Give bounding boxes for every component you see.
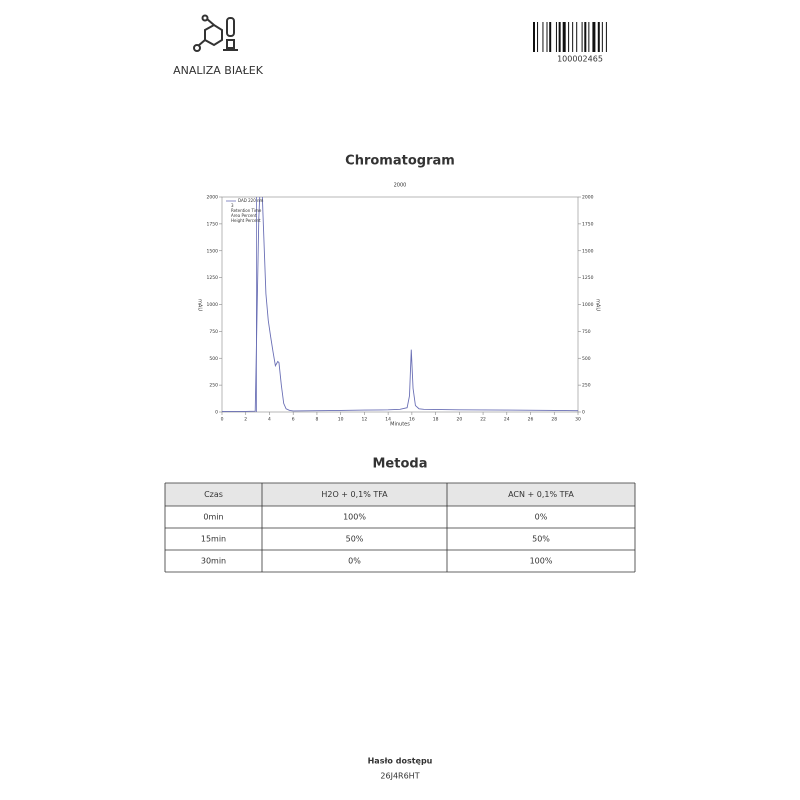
- barcode-bar: [542, 22, 544, 52]
- method-table: Czas H2O + 0,1% TFA ACN + 0,1% TFA 0min 100%…: [164, 482, 636, 573]
- y-axis-label: mAU: [197, 299, 203, 311]
- chart-title: Chromatogram: [345, 154, 455, 169]
- brand: ANALIZA BIAŁEK: [173, 64, 264, 77]
- x-axis-label: Minutes: [390, 422, 410, 428]
- x-tick-label: 24: [504, 417, 510, 423]
- table-cell: 100%: [530, 557, 553, 566]
- x-tick-label: 10: [338, 417, 344, 423]
- barcode-bar: [533, 22, 535, 52]
- y-tick-label: 2000: [207, 195, 219, 201]
- barcode-bar: [584, 22, 587, 52]
- footer-label: Hasło dostępu: [368, 757, 433, 766]
- barcode-bar: [592, 22, 596, 52]
- plot-frame: [221, 196, 579, 413]
- y-tick-label: 1750: [207, 221, 219, 227]
- y2-tick-label: 250: [582, 383, 591, 389]
- barcode-bar: [555, 22, 557, 52]
- x-tick-label: 16: [409, 417, 415, 423]
- y2-tick-label: 1000: [582, 302, 594, 308]
- x-tick-label: 18: [433, 417, 439, 423]
- table-cell: 50%: [532, 535, 550, 544]
- table-cell: 0%: [348, 557, 361, 566]
- barcode-bar: [572, 22, 574, 52]
- x-tick-label: 14: [385, 417, 391, 423]
- y-tick-label: 500: [209, 356, 218, 362]
- table-cell: Czas: [204, 490, 223, 499]
- y-tick-label: 1250: [207, 275, 219, 281]
- y-tick-label: 1500: [207, 248, 219, 254]
- legend-text: 3: [231, 203, 234, 208]
- legend-text: Area Percent: [231, 213, 257, 218]
- x-tick-label: 4: [268, 417, 271, 423]
- y-tick-label: 0: [215, 410, 218, 416]
- barcode-bar: [558, 22, 561, 52]
- legend-text: Height Percent: [231, 218, 261, 223]
- y2-axis-label: mAU: [595, 299, 601, 311]
- barcode-bar: [562, 22, 566, 52]
- x-tick-label: 6: [292, 417, 295, 423]
- footer-code: 26J4R6HT: [380, 772, 419, 781]
- barcode-bar: [568, 22, 570, 52]
- x-tick-label: 28: [551, 417, 557, 423]
- trace: [222, 197, 578, 412]
- chart-subtitle: 2000: [394, 183, 407, 189]
- legend-text: DAD 220 nm: [238, 198, 264, 203]
- table-cell: 0%: [535, 513, 548, 522]
- logo-icon: [193, 14, 238, 52]
- table-cell: 50%: [346, 535, 364, 544]
- barcode-bar: [588, 22, 590, 52]
- y-tick-label: 1000: [207, 302, 219, 308]
- y-tick-label: 750: [209, 329, 218, 335]
- y2-tick-label: 2000: [582, 195, 594, 201]
- x-tick-label: 0: [221, 417, 224, 423]
- y2-tick-label: 750: [582, 329, 591, 335]
- barcode-bar: [537, 22, 539, 52]
- barcode-bar: [597, 22, 600, 52]
- barcode-number: 100002465: [557, 55, 603, 64]
- table-header-bg: [165, 483, 635, 506]
- table-cell: 15min: [201, 535, 226, 544]
- barcode: [533, 22, 607, 52]
- y-tick-label: 250: [209, 383, 218, 389]
- table-cell: 0min: [203, 513, 223, 522]
- x-tick-label: 2: [244, 417, 247, 423]
- barcode-bar: [581, 22, 583, 52]
- table-cell: 30min: [201, 557, 226, 566]
- barcode-bar: [605, 22, 607, 52]
- table-cell: ACN + 0,1% TFA: [508, 490, 574, 499]
- x-tick-label: 26: [528, 417, 534, 423]
- barcode-bar: [576, 22, 578, 52]
- x-tick-label: 22: [480, 417, 486, 423]
- y2-tick-label: 0: [582, 410, 585, 416]
- x-tick-label: 12: [362, 417, 368, 423]
- method-title: Metoda: [373, 457, 428, 472]
- table-cell: 100%: [343, 513, 366, 522]
- y2-tick-label: 1500: [582, 248, 594, 254]
- y2-tick-label: 500: [582, 356, 591, 362]
- x-tick-label: 20: [456, 417, 462, 423]
- x-tick-label: 30: [575, 417, 581, 423]
- legend-text: Retention Time: [231, 208, 262, 213]
- barcode-bar: [601, 22, 603, 52]
- y2-tick-label: 1750: [582, 221, 594, 227]
- x-tick-label: 8: [315, 417, 318, 423]
- table-cell: H2O + 0,1% TFA: [321, 490, 388, 499]
- barcode-bar: [546, 22, 548, 52]
- barcode-bar: [549, 22, 552, 52]
- y2-tick-label: 1250: [582, 275, 594, 281]
